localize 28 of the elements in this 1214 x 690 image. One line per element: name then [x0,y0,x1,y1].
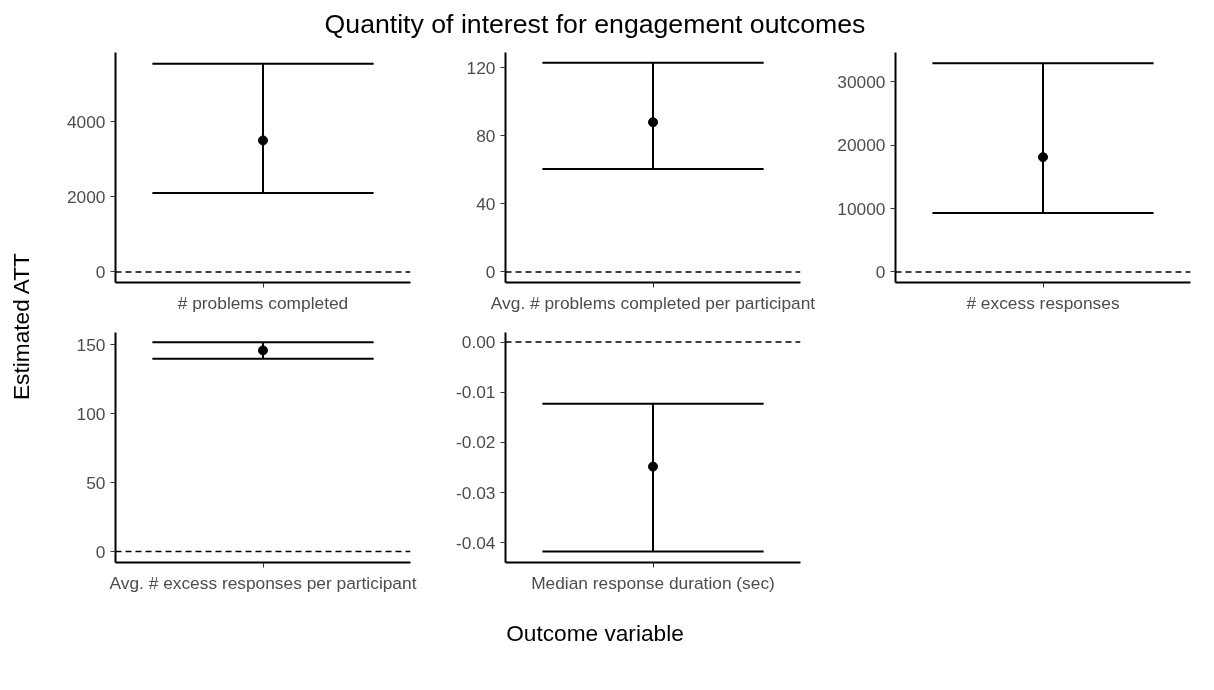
y-tick-label: -0.02 [456,432,496,453]
y-tick-label: 0 [95,261,106,282]
text: Quantity of interest for engagement outcomes [324,8,866,41]
y-tick-label: 4000 [66,111,106,132]
y-tick-label: 0 [485,261,496,282]
y-tick-label: 20000 [837,135,886,156]
x-tick-label: Avg. # excess responses per participant [109,572,417,593]
y-tick-label: 150 [76,334,106,355]
y-tick-label: -0.01 [456,382,496,403]
x-tick-label: Median response duration (sec) [531,572,775,593]
x-axis-title: Outcome variable [506,619,684,648]
y-tick-label: -0.03 [456,482,496,503]
y-axis-title: Estimated ATT [7,253,35,401]
x-tick-label: # excess responses [966,292,1120,313]
y-tick-label: 2000 [66,186,106,207]
y-tick-label: 0.00 [461,332,496,353]
x-tick-label: Avg. # problems completed per participant [490,292,816,313]
y-tick-label: 0 [95,541,106,562]
y-tick-label: 30000 [837,71,886,92]
y-tick-label: 120 [466,57,496,78]
y-tick-label: 10000 [837,198,886,219]
y-tick-label: -0.04 [456,532,496,553]
y-tick-label: 0 [875,261,886,282]
x-tick-label: # problems completed [177,292,349,313]
y-tick-label: 100 [76,403,106,424]
y-tick-label: 50 [86,472,106,493]
y-tick-label: 80 [476,125,496,146]
y-tick-label: 40 [476,193,496,214]
